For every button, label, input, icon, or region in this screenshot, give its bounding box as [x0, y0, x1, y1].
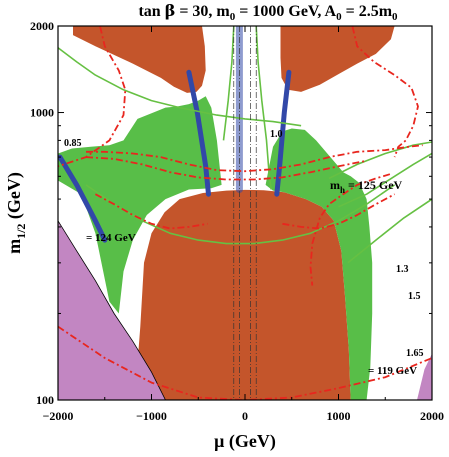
- label-mh-119: = 119 GeV: [368, 365, 417, 377]
- relic-band-left-edge: [58, 154, 108, 243]
- ratio-contour-ratio-13: [328, 141, 432, 180]
- higgs-contour-mh-124-band-1: [86, 144, 423, 173]
- ratio-contour-ratio-10b: [222, 26, 235, 141]
- higgs-contour-mh-125-right: [351, 26, 419, 158]
- label-ratio-165: 1.65: [406, 348, 424, 359]
- x-tick-label-0: −2000: [43, 409, 74, 423]
- lep-boundary-line: [58, 220, 166, 400]
- higgs-contour-mh-119: [58, 325, 432, 400]
- higgs-contour-mh-124-inner-right: [282, 193, 396, 230]
- label-ratio-13: 1.3: [396, 264, 409, 275]
- label-mh-124: = 124 GeV: [86, 232, 136, 244]
- relic-band-left-diag: [186, 69, 211, 197]
- y-tick-label-0: 100: [36, 393, 54, 407]
- region-brown-top-right: [280, 26, 395, 92]
- region-purple-left: [58, 220, 166, 400]
- y-tick-label-1: 1000: [30, 106, 54, 120]
- region-purple-right: [417, 353, 432, 400]
- x-tick-label-2: 0: [242, 409, 248, 423]
- label-mh-125: mh = 125 GeV: [330, 178, 403, 195]
- ratio-contour-ratio-15: [338, 152, 432, 208]
- higgs-contour-mh-125-right-low: [309, 173, 391, 286]
- ratio-contour-ratio-085: [58, 47, 302, 127]
- y-tick-label-2: 2000: [30, 19, 54, 33]
- y-axis-label: m1/2 (GeV): [4, 172, 28, 254]
- label-ratio-10: 1.0: [270, 129, 283, 140]
- higgs-contour-mh-125-left: [58, 26, 127, 168]
- x-axis-label: μ (GeV): [214, 431, 276, 452]
- higgs-contour-mh-124-band-2: [85, 156, 367, 181]
- region-brown-bottom: [134, 189, 351, 400]
- x-tick-label-1: −1000: [136, 409, 167, 423]
- ratio-contour-ratio-165: [347, 198, 432, 264]
- relic-band-right-diag: [274, 69, 292, 197]
- higgs-contour-mh-124-inner-left: [94, 193, 208, 230]
- ratio-contour-ratio-10: [255, 26, 272, 190]
- region-green-right: [265, 128, 373, 400]
- label-ratio-15: 1.5: [408, 291, 421, 302]
- region-brown-top-left: [73, 26, 206, 93]
- x-tick-label-3: 1000: [327, 409, 351, 423]
- label-ratio-085: 0.85: [64, 138, 82, 149]
- chart-title: tan β = 30, m0 = 1000 GeV, A0 = 2.5m0: [138, 1, 398, 23]
- region-green-left: [58, 96, 222, 314]
- x-tick-label-4: 2000: [420, 409, 444, 423]
